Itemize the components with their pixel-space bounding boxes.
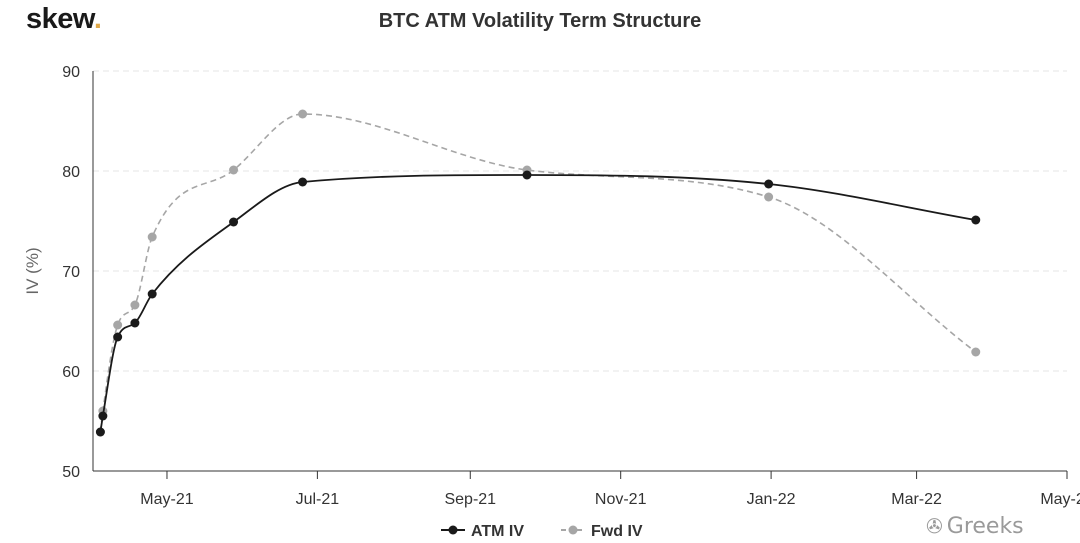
chart-title: BTC ATM Volatility Term Structure bbox=[378, 10, 702, 32]
watermark: ✇ Greeks bbox=[926, 514, 1024, 539]
logo-dot: . bbox=[93, 3, 102, 35]
atm-iv-legend-marker bbox=[448, 525, 458, 535]
y-tick-label: 70 bbox=[62, 264, 80, 281]
x-tick-label: Nov-21 bbox=[595, 491, 647, 508]
x-tick-label: Mar-22 bbox=[891, 491, 942, 508]
fwd-iv-point bbox=[113, 320, 123, 330]
atm-iv-line bbox=[99, 174, 976, 433]
y-tick-label: 50 bbox=[62, 464, 80, 481]
atm-iv-point bbox=[98, 411, 108, 421]
atm-iv-point bbox=[147, 289, 157, 299]
x-tick-label: Jan-22 bbox=[747, 491, 796, 508]
y-axis-title: IV (%) bbox=[23, 247, 42, 294]
fwd-iv-point bbox=[764, 192, 774, 202]
x-tick-label: Jul-21 bbox=[296, 491, 340, 508]
fwd-iv-point bbox=[229, 165, 239, 175]
atm-iv-point bbox=[298, 177, 308, 187]
fwd-iv-line bbox=[99, 113, 977, 433]
fwd-iv-point bbox=[130, 300, 140, 310]
x-tick-label: May-21 bbox=[140, 491, 193, 508]
y-tick-label: 90 bbox=[62, 64, 80, 81]
wechat-icon: ✇ bbox=[926, 514, 943, 538]
atm-iv-point bbox=[229, 217, 239, 227]
y-tick-label: 80 bbox=[62, 164, 80, 181]
x-tick-label: Sep-21 bbox=[444, 491, 496, 508]
atm-iv-point bbox=[971, 215, 981, 225]
fwd-iv-legend-label: Fwd IV bbox=[591, 523, 643, 540]
atm-iv-point bbox=[522, 170, 532, 180]
fwd-iv-point bbox=[298, 109, 308, 119]
atm-iv-point bbox=[113, 332, 123, 342]
atm-iv-legend-label: ATM IV bbox=[471, 523, 524, 540]
fwd-iv-point bbox=[147, 232, 157, 242]
logo-text: skew bbox=[26, 3, 94, 35]
atm-iv-point bbox=[95, 427, 105, 437]
y-tick-label: 60 bbox=[62, 364, 80, 381]
fwd-iv-legend-marker bbox=[568, 525, 578, 535]
atm-iv-point bbox=[764, 179, 774, 189]
skew-logo: skew. bbox=[26, 3, 102, 36]
x-tick-label: May-22 bbox=[1040, 491, 1080, 508]
fwd-iv-point bbox=[971, 347, 981, 357]
watermark-text: Greeks bbox=[946, 514, 1024, 539]
atm-iv-point bbox=[130, 318, 140, 328]
